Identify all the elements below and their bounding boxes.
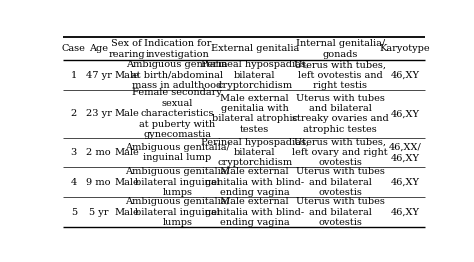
Text: Karyotype: Karyotype bbox=[380, 44, 430, 53]
Text: Sex of
rearing: Sex of rearing bbox=[108, 39, 145, 58]
Text: Male external
genitalia with
bilateral atrophic
testes: Male external genitalia with bilateral a… bbox=[212, 94, 298, 134]
Text: Uterus with tubes
and bilateral
streaky ovaries and
atrophic testes: Uterus with tubes and bilateral streaky … bbox=[292, 94, 389, 134]
Text: 46,XY: 46,XY bbox=[391, 70, 419, 80]
Text: Perineal hypospadias,
bilateral
cryptorchidism: Perineal hypospadias, bilateral cryptorc… bbox=[201, 138, 309, 167]
Text: 1: 1 bbox=[71, 70, 77, 80]
Text: Ambiguous genitalia
at birth/abdominal
mass in adulthood: Ambiguous genitalia at birth/abdominal m… bbox=[127, 60, 228, 90]
Text: 23 yr: 23 yr bbox=[86, 109, 112, 118]
Text: Uterus with tubes,
left ovotestis and
right testis: Uterus with tubes, left ovotestis and ri… bbox=[294, 60, 386, 90]
Text: Ambiguous genitalia/
inguinal lump: Ambiguous genitalia/ inguinal lump bbox=[125, 143, 229, 162]
Text: Perineal hypospadias,
bilateral
cryptorchidism: Perineal hypospadias, bilateral cryptorc… bbox=[201, 60, 309, 90]
Text: Male external
genitalia with blind-
ending vagina: Male external genitalia with blind- endi… bbox=[205, 197, 304, 227]
Text: Female secondary
sexual
characteristics
at puberty with
gynecomastia: Female secondary sexual characteristics … bbox=[132, 89, 222, 139]
Text: Male: Male bbox=[114, 178, 139, 187]
Text: Internal genitalia/
gonads: Internal genitalia/ gonads bbox=[296, 39, 385, 58]
Text: Indication for
investigation: Indication for investigation bbox=[144, 39, 211, 58]
Text: Ambiguous genitalia/
bilateral inguinal
lumps: Ambiguous genitalia/ bilateral inguinal … bbox=[125, 167, 229, 197]
Text: Uterus with tubes
and bilateral
ovotestis: Uterus with tubes and bilateral ovotesti… bbox=[296, 167, 385, 197]
Text: 46,XY: 46,XY bbox=[391, 178, 419, 187]
Text: Ambiguous genitalia/
bilateral inguinal
lumps: Ambiguous genitalia/ bilateral inguinal … bbox=[125, 197, 229, 227]
Text: 4: 4 bbox=[71, 178, 77, 187]
Text: Uterus with tubes,
left ovary and right
ovotestis: Uterus with tubes, left ovary and right … bbox=[292, 138, 388, 167]
Text: Male: Male bbox=[114, 208, 139, 217]
Text: 5 yr: 5 yr bbox=[89, 208, 109, 217]
Text: Case: Case bbox=[62, 44, 86, 53]
Text: 3: 3 bbox=[71, 148, 77, 157]
Text: 46,XY: 46,XY bbox=[391, 109, 419, 118]
Text: 46,XY: 46,XY bbox=[391, 208, 419, 217]
Text: Male: Male bbox=[114, 109, 139, 118]
Text: Age: Age bbox=[89, 44, 108, 53]
Text: 46,XX/
46,XY: 46,XX/ 46,XY bbox=[389, 143, 421, 162]
Text: Male: Male bbox=[114, 148, 139, 157]
Text: External genitalia: External genitalia bbox=[210, 44, 299, 53]
Text: Uterus with tubes
and bilateral
ovotestis: Uterus with tubes and bilateral ovotesti… bbox=[296, 197, 385, 227]
Text: Male: Male bbox=[114, 70, 139, 80]
Text: 5: 5 bbox=[71, 208, 77, 217]
Text: Male external
genitalia with blind-
ending vagina: Male external genitalia with blind- endi… bbox=[205, 167, 304, 197]
Text: 2: 2 bbox=[71, 109, 77, 118]
Text: 9 mo: 9 mo bbox=[86, 178, 111, 187]
Text: 2 mo: 2 mo bbox=[86, 148, 111, 157]
Text: 47 yr: 47 yr bbox=[86, 70, 112, 80]
